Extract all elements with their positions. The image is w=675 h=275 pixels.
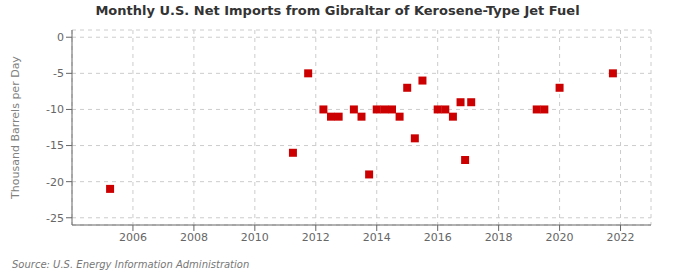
svg-text:2022: 2022 [607,231,635,244]
svg-text:2006: 2006 [119,231,147,244]
svg-text:0: 0 [57,31,64,44]
html-text:Source: U.S. Energy Informatio: Source: U.S. Energy Information Administ… [12,259,250,270]
svg-text:-5: -5 [53,67,64,80]
svg-text:2020: 2020 [546,231,574,244]
svg-text:2014: 2014 [363,231,391,244]
svg-text:-25: -25 [46,212,64,225]
svg-text:-10: -10 [46,103,64,116]
html-text:Monthly U.S. Net Imports from: Monthly U.S. Net Imports from Gibraltar … [95,3,580,18]
svg-text:2016: 2016 [424,231,452,244]
svg-text:Thousand Barrels per Day: Thousand Barrels per Day [9,56,22,200]
svg-text:2008: 2008 [180,231,208,244]
svg-text:2018: 2018 [485,231,513,244]
svg-text:-20: -20 [46,176,64,189]
svg-text:-15: -15 [46,139,64,152]
svg-text:2012: 2012 [302,231,330,244]
svg-text:2010: 2010 [241,231,269,244]
